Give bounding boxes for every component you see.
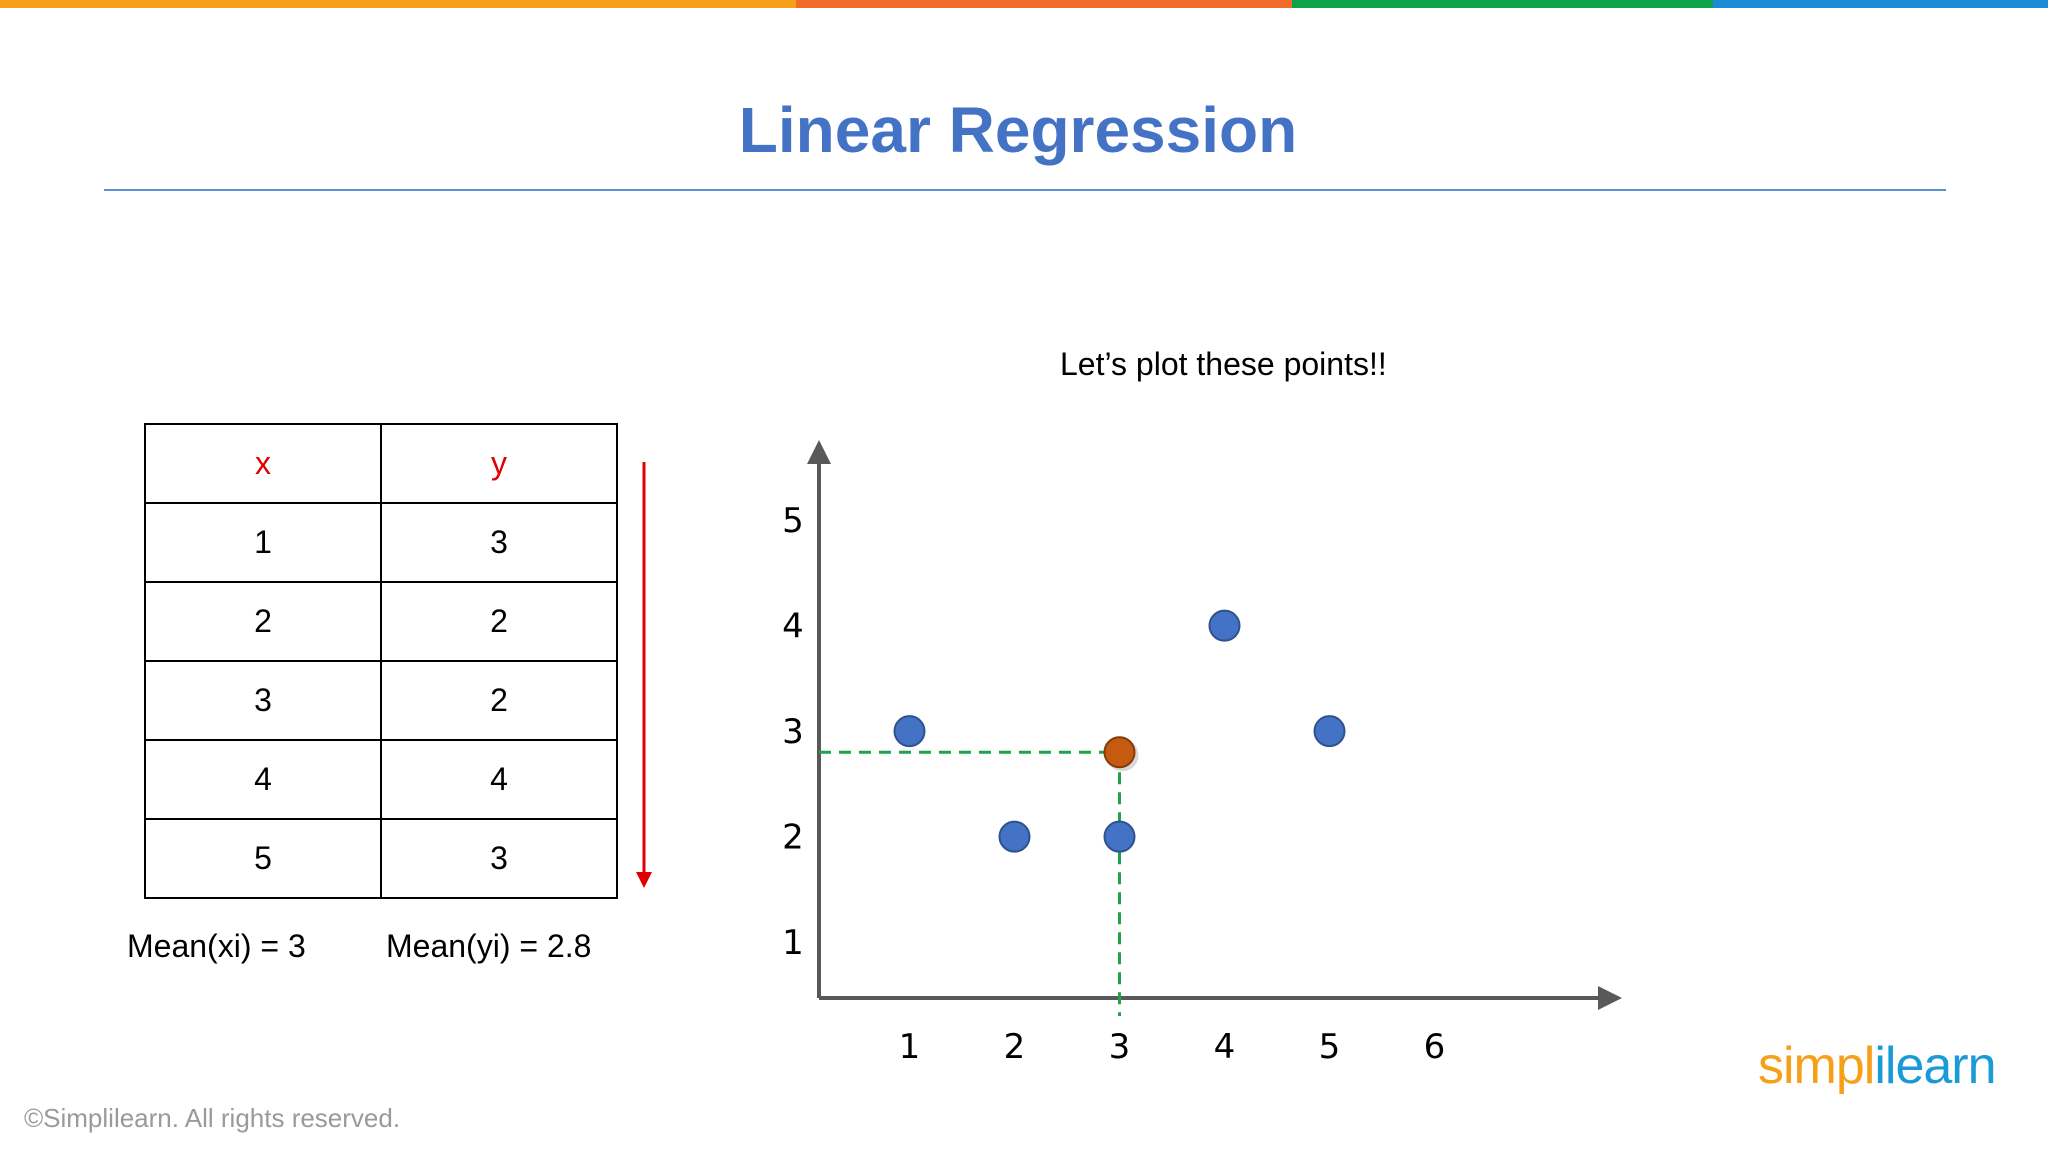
simplilearn-logo: simplilearn	[1758, 1036, 1997, 1096]
y-axis-arrow-icon	[807, 440, 831, 464]
cell-x: 4	[144, 739, 382, 820]
cell-y: 4	[380, 739, 618, 820]
data-point	[1313, 715, 1346, 748]
mean-y-label: Mean(yi) = 2.8	[386, 928, 592, 964]
top-bar-red	[796, 0, 1292, 8]
top-bar-orange	[0, 0, 796, 8]
table-row: 4 4	[144, 739, 618, 820]
cell-x: 1	[144, 502, 382, 583]
x-tick-label: 5	[1319, 1027, 1341, 1067]
y-tick-label: 4	[782, 607, 804, 647]
chart-title: Let’s plot these points!!	[1060, 346, 1387, 382]
x-tick-label: 4	[1214, 1027, 1236, 1067]
cell-y: 2	[380, 660, 618, 741]
y-tick-label: 3	[782, 712, 804, 752]
cell-x: 5	[144, 818, 382, 899]
cell-y: 3	[380, 818, 618, 899]
logo-part-simpl: simpl	[1758, 1037, 1875, 1095]
cell-x: 2	[144, 581, 382, 662]
x-tick-label: 3	[1109, 1027, 1131, 1067]
table-row: 5 3	[144, 818, 618, 899]
x-tick-label: 6	[1424, 1027, 1446, 1067]
table-row: 3 2	[144, 660, 618, 741]
header-x: x	[144, 423, 382, 504]
x-tick-label: 2	[1004, 1027, 1026, 1067]
x-tick-label: 1	[899, 1027, 921, 1067]
y-tick-label: 5	[782, 501, 804, 541]
mean-x-label: Mean(xi) = 3	[127, 928, 306, 964]
cell-y: 2	[380, 581, 618, 662]
data-table: x y 1 3 2 2 3 2 4 4 5 3	[144, 423, 618, 899]
mean-point	[1103, 736, 1136, 769]
header-y: y	[380, 423, 618, 504]
table-row: 2 2	[144, 581, 618, 662]
data-point	[998, 820, 1031, 853]
y-tick-label: 2	[782, 818, 804, 858]
title-divider	[104, 189, 1946, 191]
down-arrow-head	[636, 872, 652, 888]
top-color-bar	[0, 0, 2048, 8]
table-row: 1 3	[144, 502, 618, 583]
x-axis-arrow-icon	[1598, 986, 1622, 1010]
top-bar-blue	[1713, 0, 2048, 8]
cell-y: 3	[380, 502, 618, 583]
cell-x: 3	[144, 660, 382, 741]
page-title: Linear Regression	[738, 94, 1298, 166]
data-point	[1208, 609, 1241, 642]
top-bar-green	[1292, 0, 1713, 8]
logo-part-i: i	[1874, 1037, 1886, 1095]
y-tick-label: 1	[782, 923, 804, 963]
data-point	[893, 715, 926, 748]
data-point	[1103, 820, 1136, 853]
copyright-footer: ©Simplilearn. All rights reserved.	[24, 1103, 401, 1133]
logo-part-learn: learn	[1884, 1037, 1997, 1095]
table-header-row: x y	[144, 423, 618, 504]
down-arrow-icon	[636, 462, 652, 888]
